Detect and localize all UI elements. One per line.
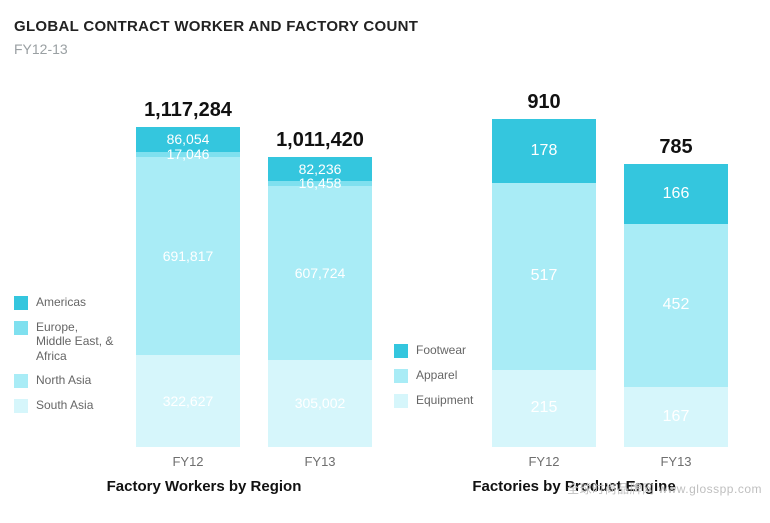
axis-category-label: FY12: [136, 454, 240, 469]
bar-segment: 215: [492, 370, 596, 447]
bar-segment: 322,627: [136, 355, 240, 447]
axis-category-label: FY13: [624, 454, 728, 469]
bar-total-label: 1,117,284: [136, 99, 240, 122]
bar-total-label: 1,011,420: [268, 129, 372, 152]
bar-segment: 178: [492, 119, 596, 183]
stacked-bar: 1,117,28486,05417,046691,817322,627: [136, 127, 240, 447]
bar-total-label: 910: [492, 91, 596, 114]
plot-workers: 1,117,28486,05417,046691,817322,627 FY12 1…: [14, 65, 394, 495]
bar-segment: 517: [492, 183, 596, 369]
bar-segment: 305,002: [268, 360, 372, 447]
bar-segment: 166: [624, 164, 728, 224]
page: GLOBAL CONTRACT WORKER AND FACTORY COUNT…: [0, 0, 770, 523]
page-title: GLOBAL CONTRACT WORKER AND FACTORY COUNT: [14, 18, 756, 35]
bar-segment: 691,817: [136, 157, 240, 355]
stacked-bar: 910178517215: [492, 119, 596, 447]
panel-title-workers: Factory Workers by Region: [14, 478, 394, 495]
bar-segment: 452: [624, 224, 728, 387]
bar-total-label: 785: [624, 136, 728, 159]
stacked-bar: 785166452167: [624, 164, 728, 447]
plot-factories: 910178517215FY12785166452167FY13: [394, 65, 754, 495]
charts-row: AmericasEurope, Middle East, & AfricaNor…: [14, 65, 756, 495]
stacked-bar: 1,011,42082,23616,458607,724305,002: [268, 157, 372, 447]
panel-title-factories: Factories by Product Engine: [394, 478, 754, 495]
bar-segment: 167: [624, 387, 728, 447]
axis-category-label: FY13: [268, 454, 372, 469]
bar-segment: 607,724: [268, 186, 372, 360]
panel-workers: AmericasEurope, Middle East, & AfricaNor…: [14, 65, 394, 495]
axis-category-label: FY12: [492, 454, 596, 469]
page-subtitle: FY12-13: [14, 41, 756, 57]
panel-factories: FootwearApparelEquipment 910178517215FY1…: [394, 65, 754, 495]
